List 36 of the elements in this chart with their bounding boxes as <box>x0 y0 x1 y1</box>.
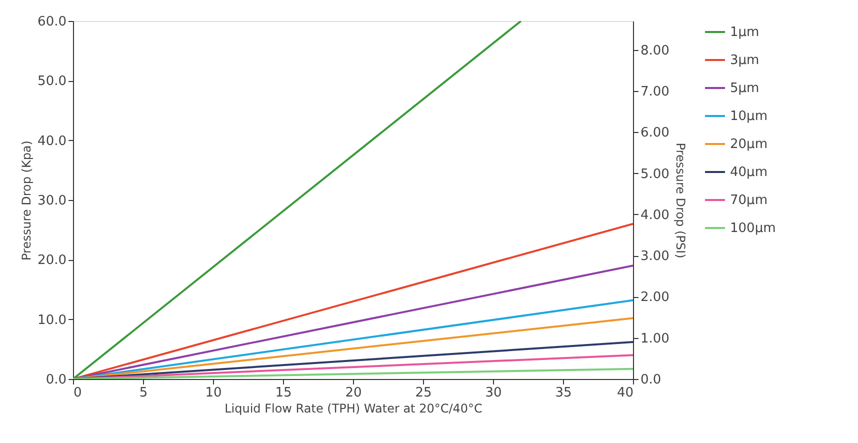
y-tick-label: 30.0 <box>38 194 66 208</box>
legend-label: 3µm <box>730 53 760 68</box>
legend-label: 10µm <box>730 109 768 124</box>
y-tick-label: 10.0 <box>38 312 66 328</box>
y2-axis-title: Pressure Drop (PSI) <box>673 142 688 258</box>
y2-tick-label: 7.00 <box>640 84 670 100</box>
y-tick-label: 20.0 <box>38 253 66 268</box>
y2-tick-label: 1.00 <box>640 331 670 346</box>
x-tick-label: 30 <box>485 386 502 400</box>
x-tick-label: 5 <box>139 386 148 400</box>
y2-tick-label: 4.00 <box>640 208 670 223</box>
y2-tick-label: 0.0 <box>640 372 662 388</box>
y2-tick-label: 5.00 <box>640 166 670 182</box>
x-tick-label: 20 <box>345 386 362 400</box>
y-tick-label: 60.0 <box>38 14 66 30</box>
x-tick-label: 40 <box>616 386 634 400</box>
legend-label: 5µm <box>730 81 760 96</box>
x-tick-label: 15 <box>275 386 292 400</box>
legend-label: 1µm <box>730 25 760 40</box>
legend-label: 20µm <box>730 137 768 152</box>
legend-label: 40µm <box>730 165 768 180</box>
legend-label: 70µm <box>730 193 768 208</box>
x-tick-label: 0 <box>74 386 82 400</box>
legend-label: 100µm <box>730 221 776 236</box>
y2-tick-label: 3.00 <box>640 249 670 264</box>
y-tick-label: 0.0 <box>46 372 66 388</box>
x-tick-label: 35 <box>555 386 572 400</box>
x-axis-title: Liquid Flow Rate (TPH) Water at 20°C/40°C <box>224 402 482 416</box>
y2-tick-label: 6.00 <box>640 126 670 141</box>
y-tick-label: 50.0 <box>38 74 66 90</box>
y-tick-label: 40.0 <box>38 134 66 149</box>
y2-tick-label: 2.00 <box>640 290 670 306</box>
y2-tick-label: 8.00 <box>640 43 670 58</box>
x-tick-label: 25 <box>415 386 432 400</box>
y-axis-title: Pressure Drop (Kpa) <box>20 140 34 260</box>
x-tick-label: 10 <box>205 386 222 400</box>
